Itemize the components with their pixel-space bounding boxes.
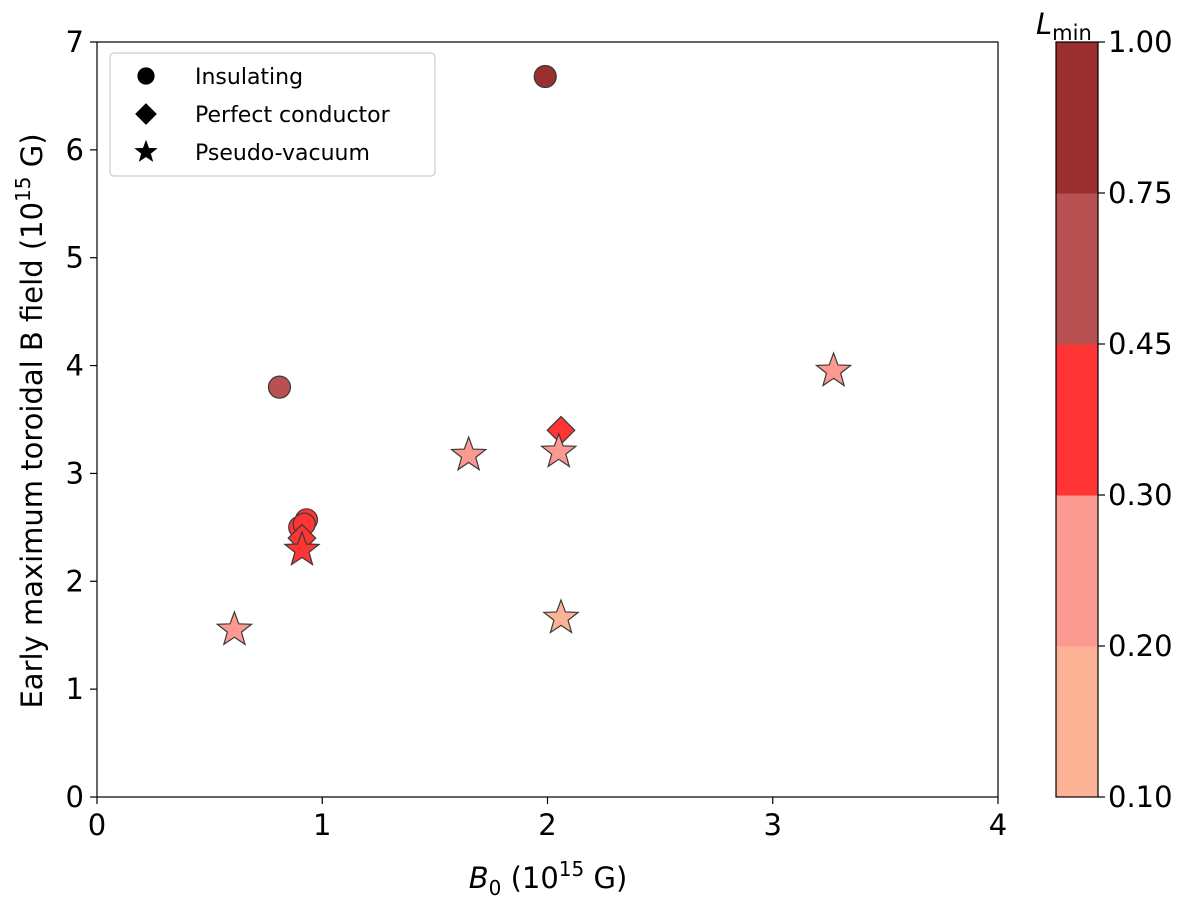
colorbar-tick-label: 0.45 xyxy=(1108,327,1173,361)
x-tick-label: 2 xyxy=(538,808,556,842)
colorbar-segment xyxy=(1056,646,1098,798)
y-tick-label: 4 xyxy=(66,349,84,383)
y-tick-label: 5 xyxy=(66,241,84,275)
y-axis: 0 1 2 3 4 5 6 7 xyxy=(66,25,97,814)
colorbar-segment xyxy=(1056,495,1098,647)
x-tick-label: 0 xyxy=(88,808,106,842)
y-tick-label: 1 xyxy=(66,672,84,706)
legend-circle-icon xyxy=(137,67,155,85)
colorbar-segment xyxy=(1056,42,1098,194)
colorbar-segment xyxy=(1056,344,1098,496)
data-point-star xyxy=(542,598,580,634)
data-point-star xyxy=(539,432,578,468)
x-tick-label: 4 xyxy=(989,808,1007,842)
y-axis-title: Early maximum toroidal B field (1015 G) xyxy=(11,133,49,708)
colorbar-tick-label: 0.75 xyxy=(1108,176,1173,210)
legend: Insulating Perfect conductor Pseudo-vacuum xyxy=(109,52,436,177)
data-markers xyxy=(215,64,853,646)
data-point-star xyxy=(814,351,853,387)
data-point-circle xyxy=(267,375,292,399)
data-point-star xyxy=(215,610,254,646)
colorbar-tick-label: 0.10 xyxy=(1108,780,1173,814)
x-axis: 0 1 2 3 4 xyxy=(88,797,1007,842)
legend-label: Pseudo-vacuum xyxy=(195,141,370,166)
y-tick-label: 3 xyxy=(66,456,84,490)
colorbar: 0.10 0.20 0.30 0.45 0.75 1.00 xyxy=(1055,25,1173,814)
y-tick-label: 6 xyxy=(66,133,84,167)
x-axis-title: B0 (1015 G) xyxy=(469,857,628,898)
y-tick-label: 7 xyxy=(66,25,84,59)
legend-diamond-icon xyxy=(135,103,157,125)
x-tick-label: 3 xyxy=(764,808,782,842)
data-point-star xyxy=(449,435,488,472)
data-point-star xyxy=(283,530,321,566)
legend-label: Insulating xyxy=(195,65,303,90)
colorbar-tick-label: 0.30 xyxy=(1108,478,1173,512)
legend-label: Perfect conductor xyxy=(195,103,391,128)
colorbar-tick-label: 1.00 xyxy=(1108,25,1173,59)
y-tick-label: 2 xyxy=(66,564,84,598)
colorbar-title: Lmin xyxy=(1036,7,1092,45)
data-point-circle xyxy=(533,64,557,89)
x-tick-label: 1 xyxy=(313,808,331,842)
colorbar-segment xyxy=(1056,193,1098,345)
legend-star-icon xyxy=(134,139,158,162)
colorbar-frame xyxy=(1055,41,1099,798)
legend-frame xyxy=(109,52,436,177)
colorbar-tick-label: 0.20 xyxy=(1108,629,1173,663)
y-tick-label: 0 xyxy=(66,780,84,814)
